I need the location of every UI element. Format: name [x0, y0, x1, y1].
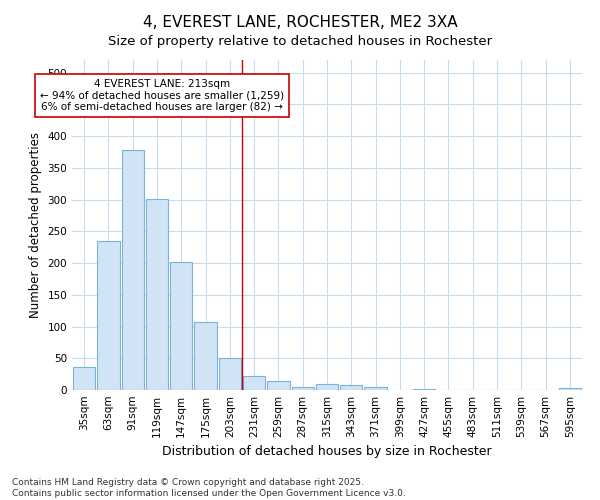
Bar — [97, 241, 119, 390]
Text: 4 EVEREST LANE: 213sqm
← 94% of detached houses are smaller (1,259)
6% of semi-d: 4 EVEREST LANE: 213sqm ← 94% of detached… — [40, 79, 284, 112]
Bar — [559, 388, 581, 390]
Bar — [413, 388, 436, 390]
Text: 4, EVEREST LANE, ROCHESTER, ME2 3XA: 4, EVEREST LANE, ROCHESTER, ME2 3XA — [143, 15, 457, 30]
Bar — [340, 385, 362, 390]
Bar — [218, 358, 241, 390]
Bar — [316, 384, 338, 390]
Text: Size of property relative to detached houses in Rochester: Size of property relative to detached ho… — [108, 35, 492, 48]
Bar — [364, 388, 387, 390]
Text: Contains HM Land Registry data © Crown copyright and database right 2025.
Contai: Contains HM Land Registry data © Crown c… — [12, 478, 406, 498]
Bar — [243, 376, 265, 390]
Y-axis label: Number of detached properties: Number of detached properties — [29, 132, 42, 318]
Bar — [194, 322, 217, 390]
X-axis label: Distribution of detached houses by size in Rochester: Distribution of detached houses by size … — [162, 446, 492, 458]
Bar — [73, 367, 95, 390]
Bar — [292, 388, 314, 390]
Bar — [122, 150, 144, 390]
Bar — [267, 381, 290, 390]
Bar — [146, 199, 168, 390]
Bar — [170, 262, 193, 390]
